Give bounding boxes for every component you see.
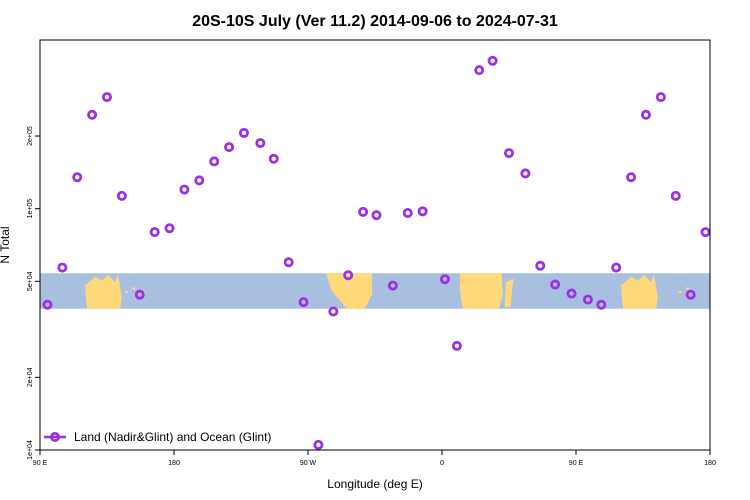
data-point (179, 184, 190, 195)
data-point (134, 289, 145, 300)
data-point (582, 294, 593, 305)
data-point (520, 168, 531, 179)
x-tick-label: 180 (704, 460, 716, 467)
data-points (42, 55, 711, 450)
x-tick-label: 90 E (569, 460, 584, 467)
x-axis-label: Longitude (deg E) (327, 477, 422, 491)
data-point (343, 270, 354, 281)
data-point (535, 260, 546, 271)
data-point (451, 340, 462, 351)
land-island (686, 287, 690, 290)
y-tick-label: 5e+04 (27, 271, 34, 291)
data-point (102, 92, 113, 103)
data-point (313, 439, 324, 450)
x-tick-label: 90 E (33, 460, 48, 467)
data-point (164, 223, 175, 234)
y-axis-label: N Total (0, 226, 12, 263)
data-point (42, 299, 53, 310)
x-tick-label: 90 W (300, 460, 317, 467)
plot-area (39, 39, 711, 451)
data-point (224, 142, 235, 153)
land-africa (459, 273, 504, 309)
data-point (209, 156, 220, 167)
data-point (640, 109, 651, 120)
data-point (268, 153, 279, 164)
land-island (132, 287, 136, 290)
data-point (611, 262, 622, 273)
y-tick-label: 2e+05 (27, 126, 34, 146)
land-australia (621, 275, 658, 309)
land-madagascar (504, 278, 514, 307)
data-point (550, 279, 561, 290)
chart-title: 20S-10S July (Ver 11.2) 2014-09-06 to 20… (192, 13, 558, 30)
data-point (328, 306, 339, 317)
data-point (655, 92, 666, 103)
data-point (596, 299, 607, 310)
legend-marker (50, 431, 61, 442)
data-point (474, 65, 485, 76)
y-tick-label: 1e+05 (27, 199, 34, 219)
data-point (255, 138, 266, 149)
data-point (670, 190, 681, 201)
x-tick-label: 0 (440, 460, 444, 467)
plot-frame (39, 39, 711, 451)
data-point (439, 274, 450, 285)
y-tick-label: 2e+04 (27, 367, 34, 387)
data-point (57, 262, 68, 273)
data-point (72, 172, 83, 183)
data-point (626, 172, 637, 183)
data-point (371, 210, 382, 221)
map-band (40, 273, 710, 309)
legend: Land (Nadir&Glint) and Ocean (Glint) (44, 430, 271, 444)
data-point (358, 206, 369, 217)
data-point (194, 175, 205, 186)
data-point (283, 257, 294, 268)
land-island (678, 290, 682, 293)
land-australia (85, 275, 122, 309)
data-point (503, 148, 514, 159)
data-point (566, 288, 577, 299)
x-axis: 90 E 180 90 W 0 90 E 180 (33, 450, 716, 467)
plot-background (40, 40, 710, 450)
data-point (402, 207, 413, 218)
data-point (700, 227, 711, 238)
data-point (87, 109, 98, 120)
x-tick-label: 180 (168, 460, 180, 467)
y-axis: 1e+04 2e+04 5e+04 1e+05 2e+05 (27, 126, 40, 460)
data-point (238, 127, 249, 138)
data-point (116, 190, 127, 201)
data-point (298, 297, 309, 308)
data-point (387, 280, 398, 291)
data-point (487, 55, 498, 66)
data-point (149, 227, 160, 238)
data-point (417, 206, 428, 217)
data-point (685, 289, 696, 300)
land-south-america (325, 273, 373, 309)
legend-label: Land (Nadir&Glint) and Ocean (Glint) (74, 430, 271, 444)
y-tick-label: 1e+04 (27, 440, 34, 460)
land-island (124, 290, 128, 293)
